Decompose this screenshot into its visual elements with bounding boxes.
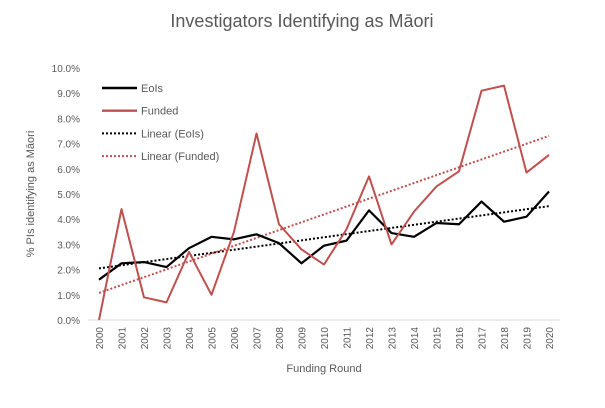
trendline-eois (99, 206, 549, 268)
x-tick-label: 2005 (208, 327, 219, 350)
y-tick-label: 7.0% (57, 140, 80, 151)
legend-label: Linear (Funded) (141, 151, 219, 163)
x-tick-label: 2010 (320, 327, 331, 350)
x-tick-label: 2020 (545, 327, 556, 350)
y-tick-label: 8.0% (57, 114, 80, 125)
x-tick-label: 2003 (163, 327, 174, 350)
x-tick-label: 2012 (365, 327, 376, 350)
x-tick-label: 2007 (253, 327, 264, 350)
legend: EoIs Funded Linear (EoIs) Linear (Funded) (102, 83, 219, 163)
y-tick-label: 2.0% (57, 266, 80, 277)
y-tick-label: 3.0% (57, 240, 80, 251)
x-tick-label: 2014 (410, 327, 421, 350)
x-tick-label: 2001 (118, 327, 129, 350)
legend-label: EoIs (141, 83, 164, 95)
x-axis-label: Funding Round (286, 363, 361, 375)
x-tick-label: 2006 (230, 327, 241, 350)
y-axis-label: % PIs identifying as Māori (25, 131, 37, 258)
legend-label: Linear (EoIs) (141, 128, 204, 140)
legend-label: Funded (141, 106, 178, 118)
y-tick-label: 0.0% (57, 316, 80, 327)
x-tick-label: 2002 (140, 327, 151, 350)
x-tick-label: 2008 (275, 327, 286, 350)
x-tick-label: 2011 (343, 327, 354, 349)
y-tick-label: 1.0% (57, 291, 80, 302)
chart-title: Investigators Identifying as Māori (170, 11, 433, 31)
x-tick-label: 2009 (298, 327, 309, 350)
x-tick-label: 2004 (185, 327, 196, 350)
x-tick-label: 2018 (500, 327, 511, 350)
x-tick-label: 2015 (433, 327, 444, 350)
x-tick-label: 2016 (455, 327, 466, 350)
y-tick-label: 4.0% (57, 215, 80, 226)
x-tick-label: 2019 (523, 327, 534, 350)
y-tick-label: 9.0% (57, 89, 80, 100)
x-tick-label: 2017 (478, 327, 489, 350)
x-tick-label: 2000 (95, 327, 106, 350)
y-tick-label: 10.0% (52, 64, 80, 75)
series-line-eois (99, 191, 549, 279)
x-tick-label: 2013 (388, 327, 399, 350)
y-tick-label: 5.0% (57, 190, 80, 201)
y-tick-label: 6.0% (57, 165, 80, 176)
